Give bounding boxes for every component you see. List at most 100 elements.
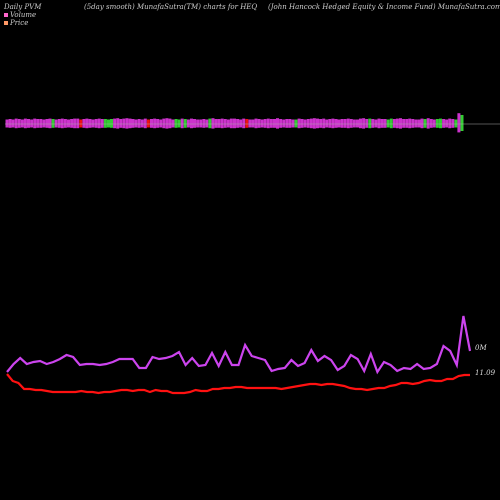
volume-bar — [309, 118, 313, 129]
price-line — [6, 373, 470, 395]
legend-volume-label: Volume — [10, 11, 37, 19]
volume-bar — [5, 119, 9, 128]
volume-bar — [171, 119, 175, 128]
volume-bar — [146, 119, 150, 128]
chart-title-middle: (5day smooth) MunafaSutra(TM) charts for… — [84, 3, 258, 11]
legend-price: Price — [4, 19, 28, 27]
volume-bar — [196, 119, 200, 128]
volume-bar — [269, 119, 273, 128]
volume-bar — [45, 119, 49, 128]
volume-bar — [279, 119, 283, 128]
volume-bar — [202, 119, 206, 128]
volume-bar — [186, 119, 190, 128]
legend-price-swatch — [4, 21, 8, 25]
volume-bar — [282, 119, 286, 128]
volume-bar — [42, 119, 46, 128]
volume-bar — [79, 119, 83, 128]
volume-bar — [346, 118, 350, 129]
volume-bar — [8, 119, 12, 128]
volume-bars — [5, 113, 464, 133]
volume-bar — [153, 118, 157, 129]
volume-bar — [460, 115, 464, 131]
volume-bar — [63, 119, 67, 128]
volume-bar — [180, 118, 184, 129]
volume-bar — [137, 119, 141, 128]
volume-bar — [306, 119, 310, 128]
volume-bar — [125, 118, 129, 129]
volume-bar — [134, 119, 138, 128]
volume-bar — [362, 118, 366, 129]
volume-bar — [337, 119, 341, 128]
volume-bar — [190, 118, 193, 129]
volume-bar — [365, 119, 369, 128]
volume-bar — [94, 119, 98, 128]
volume-bar — [300, 119, 304, 128]
volume-bar — [303, 119, 307, 128]
volume-bar — [36, 119, 40, 128]
volume-bar — [319, 119, 323, 128]
chart-title-right: (John Hancock Hedged Equity & Income Fun… — [268, 3, 500, 11]
volume-bar — [205, 119, 209, 128]
volume-bar — [70, 119, 74, 128]
volume-bar — [119, 119, 123, 128]
volume-bar — [85, 118, 89, 129]
volume-bar — [322, 118, 326, 129]
price-last-label: 11.09 — [475, 369, 496, 377]
volume-bar — [285, 119, 289, 128]
volume-bar — [429, 119, 433, 128]
chart-title-left: Daily PVM — [4, 3, 42, 11]
volume-bar — [349, 119, 353, 128]
volume-bar — [254, 118, 258, 129]
volume-bar — [233, 118, 236, 129]
volume-bar — [340, 119, 344, 128]
volume-bar — [432, 119, 436, 128]
volume-bar — [226, 119, 230, 128]
volume-bar — [392, 119, 396, 128]
volume-bar — [165, 118, 169, 129]
volume-bar — [399, 118, 402, 129]
volume-bar — [82, 119, 86, 128]
volume-bar — [17, 119, 21, 128]
volume-bar — [51, 119, 55, 128]
volume-bar — [110, 119, 113, 128]
volume-bar — [103, 119, 107, 128]
volume-bar — [276, 118, 279, 129]
volume-last-label: 0M — [475, 344, 487, 352]
legend-volume: Volume — [4, 11, 36, 19]
volume-bar — [122, 118, 126, 129]
volume-bar — [30, 119, 34, 128]
volume-bar — [177, 119, 181, 128]
volume-bar — [150, 119, 153, 128]
volume-bar — [266, 118, 270, 129]
volume-bar — [426, 118, 430, 129]
volume-bar — [211, 118, 215, 129]
volume-bar — [27, 119, 30, 128]
volume-bar — [156, 119, 160, 128]
volume-bar — [67, 119, 70, 128]
volume-bar — [389, 118, 393, 129]
volume-bar — [297, 118, 301, 129]
volume-bar — [402, 119, 406, 128]
volume-bar — [199, 119, 203, 128]
volume-bar — [48, 118, 52, 129]
volume-bar — [23, 118, 27, 129]
volume-bar — [273, 119, 276, 128]
volume-bar — [11, 119, 15, 128]
volume-bar — [168, 118, 172, 129]
volume-bar — [325, 119, 329, 128]
legend-price-label: Price — [10, 19, 29, 27]
volume-bar — [183, 119, 187, 128]
volume-bar — [217, 119, 221, 128]
volume-bar — [54, 119, 58, 128]
volume-bar — [439, 118, 442, 129]
volume-bar — [383, 119, 387, 128]
volume-bar — [143, 118, 147, 129]
volume-bar — [408, 118, 412, 129]
volume-bar — [417, 119, 421, 128]
volume-bar — [91, 119, 95, 128]
volume-bar — [395, 118, 399, 129]
volume-bar — [239, 119, 243, 128]
volume-bar — [76, 118, 80, 129]
volume-bar — [251, 119, 255, 128]
